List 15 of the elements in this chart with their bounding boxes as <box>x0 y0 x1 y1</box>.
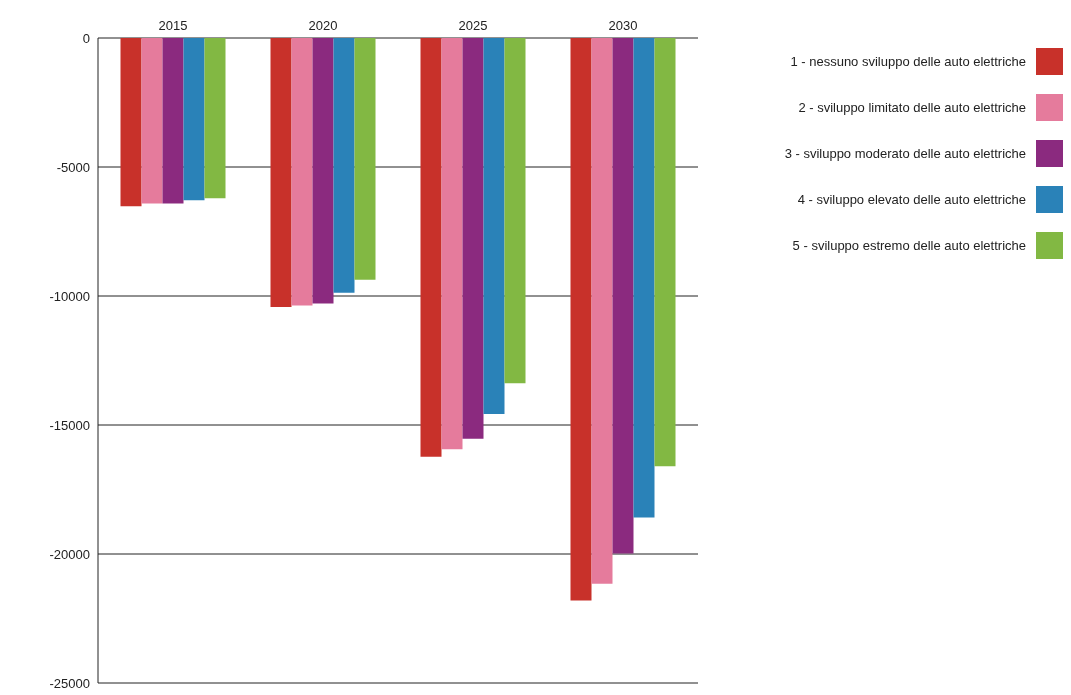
y-tick-label: -20000 <box>49 546 90 562</box>
y-tick-label: -25000 <box>49 675 90 691</box>
legend-label: 1 - nessuno sviluppo delle auto elettriche <box>790 53 1026 69</box>
legend-label: 4 - sviluppo elevato delle auto elettriche <box>797 191 1026 207</box>
x-tick-label: 2020 <box>308 18 338 33</box>
legend-label: 5 - sviluppo estremo delle auto elettriche <box>792 237 1026 253</box>
y-tick-label: -5000 <box>56 159 90 175</box>
x-tick-label: 2015 <box>158 18 188 33</box>
y-tick-label: -10000 <box>49 288 90 304</box>
y-tick-label: -15000 <box>49 417 90 433</box>
x-tick-label: 2030 <box>608 18 638 33</box>
x-tick-label: 2025 <box>458 18 488 33</box>
legend-label: 3 - sviluppo moderato delle auto elettriche <box>784 145 1026 161</box>
y-tick-label: 0 <box>82 30 90 46</box>
legend-label: 2 - sviluppo limitato delle auto elettriche <box>798 99 1026 115</box>
